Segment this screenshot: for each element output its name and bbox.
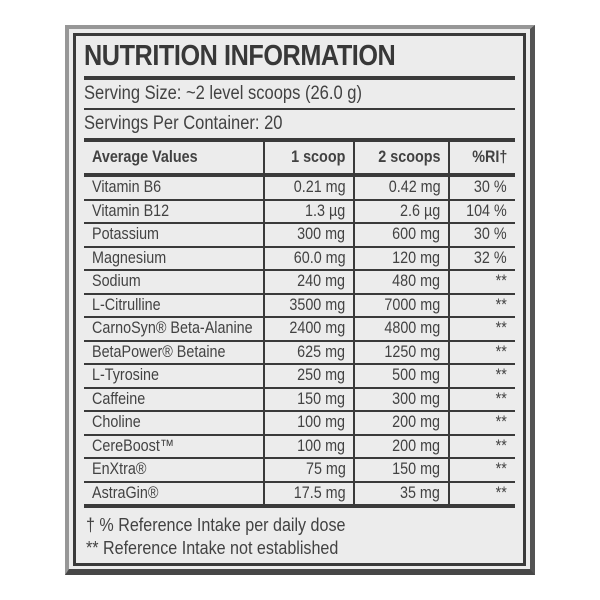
nutrient-name: Vitamin B12 — [92, 201, 170, 220]
table-row: Sodium 240 mg 480 mg ** — [84, 269, 515, 293]
servings-per-container-row: Servings Per Container: 20 — [84, 110, 515, 138]
ri-percent: ** — [448, 412, 515, 434]
table-row: L-Tyrosine 250 mg 500 mg ** — [84, 363, 515, 387]
amount-2-scoops: 500 mg — [353, 365, 448, 387]
table-row: CereBoost™ 100 mg 200 mg ** — [84, 433, 515, 457]
footnote-reference-intake: † % Reference Intake per daily dose — [86, 514, 346, 535]
ri-percent: ** — [448, 459, 515, 481]
table-row: L-Citrulline 3500 mg 7000 mg ** — [84, 292, 515, 316]
amount-2-scoops: 7000 mg — [353, 294, 448, 316]
nutrition-label-box: NUTRITION INFORMATION Serving Size: ~2 l… — [73, 33, 526, 566]
amount-2-scoops: 120 mg — [353, 247, 448, 269]
table-row: Vitamin B12 1.3 µg 2.6 µg 104 % — [84, 198, 515, 222]
nutrient-name: Potassium — [92, 225, 160, 244]
table-row: BetaPower® Betaine 625 mg 1250 mg ** — [84, 339, 515, 363]
ri-percent: ** — [448, 294, 515, 316]
header-1-scoop: 1 scoop — [262, 142, 354, 173]
amount-2-scoops: 600 mg — [353, 224, 448, 246]
footnote-not-established: ** Reference Intake not established — [86, 537, 339, 558]
amount-1-scoop: 1.3 µg — [262, 200, 354, 222]
amount-1-scoop: 100 mg — [262, 435, 354, 457]
amount-2-scoops: 200 mg — [353, 435, 448, 457]
amount-1-scoop: 75 mg — [262, 459, 354, 481]
table-row: AstraGin® 17.5 mg 35 mg ** — [84, 480, 515, 504]
nutrient-name: CarnoSyn® Beta-Alanine — [92, 319, 253, 338]
footnotes: † % Reference Intake per daily dose ** R… — [84, 508, 515, 563]
amount-1-scoop: 625 mg — [262, 341, 354, 363]
table-row: Choline 100 mg 200 mg ** — [84, 410, 515, 434]
table-row: Caffeine 150 mg 300 mg ** — [84, 386, 515, 410]
amount-2-scoops: 150 mg — [353, 459, 448, 481]
table-row: Magnesium 60.0 mg 120 mg 32 % — [84, 245, 515, 269]
amount-1-scoop: 17.5 mg — [262, 482, 354, 504]
amount-1-scoop: 250 mg — [262, 365, 354, 387]
amount-1-scoop: 60.0 mg — [262, 247, 354, 269]
amount-1-scoop: 2400 mg — [262, 318, 354, 340]
header-2-scoops: 2 scoops — [353, 142, 448, 173]
table-row: Vitamin B6 0.21 mg 0.42 mg 30 % — [84, 177, 515, 199]
ri-percent: 104 % — [448, 200, 515, 222]
page-title: NUTRITION INFORMATION — [84, 39, 396, 72]
ri-percent: ** — [448, 388, 515, 410]
table-header-row: Average Values 1 scoop 2 scoops %RI† — [84, 142, 515, 177]
nutrient-name: Magnesium — [92, 248, 167, 267]
amount-2-scoops: 480 mg — [353, 271, 448, 293]
ri-percent: 32 % — [448, 247, 515, 269]
table-row: CarnoSyn® Beta-Alanine 2400 mg 4800 mg *… — [84, 316, 515, 340]
nutrient-name: L-Citrulline — [92, 295, 161, 314]
table-row: Potassium 300 mg 600 mg 30 % — [84, 222, 515, 246]
amount-1-scoop: 0.21 mg — [262, 177, 354, 199]
ri-percent: 30 % — [448, 224, 515, 246]
nutrient-name: BetaPower® Betaine — [92, 342, 226, 361]
header-ri-percent: %RI† — [448, 142, 515, 173]
nutrient-name: CereBoost™ — [92, 436, 175, 455]
amount-2-scoops: 35 mg — [353, 482, 448, 504]
amount-1-scoop: 240 mg — [262, 271, 354, 293]
ri-percent: ** — [448, 271, 515, 293]
ri-percent: ** — [448, 341, 515, 363]
amount-2-scoops: 300 mg — [353, 388, 448, 410]
header-average-values: Average Values — [92, 148, 198, 166]
table-body: Vitamin B6 0.21 mg 0.42 mg 30 % Vitamin … — [84, 177, 515, 504]
nutrition-label: NUTRITION INFORMATION Serving Size: ~2 l… — [65, 25, 535, 575]
nutrient-name: AstraGin® — [92, 483, 159, 502]
amount-1-scoop: 100 mg — [262, 412, 354, 434]
label-header: NUTRITION INFORMATION — [84, 36, 515, 80]
amount-2-scoops: 200 mg — [353, 412, 448, 434]
ri-percent: ** — [448, 365, 515, 387]
nutrient-name: Caffeine — [92, 389, 146, 408]
nutrient-name: Choline — [92, 413, 141, 432]
servings-per-container-text: Servings Per Container: 20 — [84, 113, 283, 134]
nutrition-table: Average Values 1 scoop 2 scoops %RI† Vit… — [84, 138, 515, 508]
serving-size-text: Serving Size: ~2 level scoops (26.0 g) — [84, 83, 362, 104]
nutrient-name: Sodium — [92, 272, 141, 291]
serving-size-row: Serving Size: ~2 level scoops (26.0 g) — [84, 80, 515, 110]
amount-1-scoop: 3500 mg — [262, 294, 354, 316]
amount-2-scoops: 4800 mg — [353, 318, 448, 340]
nutrient-name: EnXtra® — [92, 460, 147, 479]
amount-2-scoops: 2.6 µg — [353, 200, 448, 222]
amount-1-scoop: 300 mg — [262, 224, 354, 246]
ri-percent: 30 % — [448, 177, 515, 199]
ri-percent: ** — [448, 482, 515, 504]
nutrient-name: L-Tyrosine — [92, 366, 160, 385]
amount-1-scoop: 150 mg — [262, 388, 354, 410]
amount-2-scoops: 1250 mg — [353, 341, 448, 363]
table-row: EnXtra® 75 mg 150 mg ** — [84, 457, 515, 481]
ri-percent: ** — [448, 435, 515, 457]
amount-2-scoops: 0.42 mg — [353, 177, 448, 199]
ri-percent: ** — [448, 318, 515, 340]
nutrient-name: Vitamin B6 — [92, 178, 162, 197]
